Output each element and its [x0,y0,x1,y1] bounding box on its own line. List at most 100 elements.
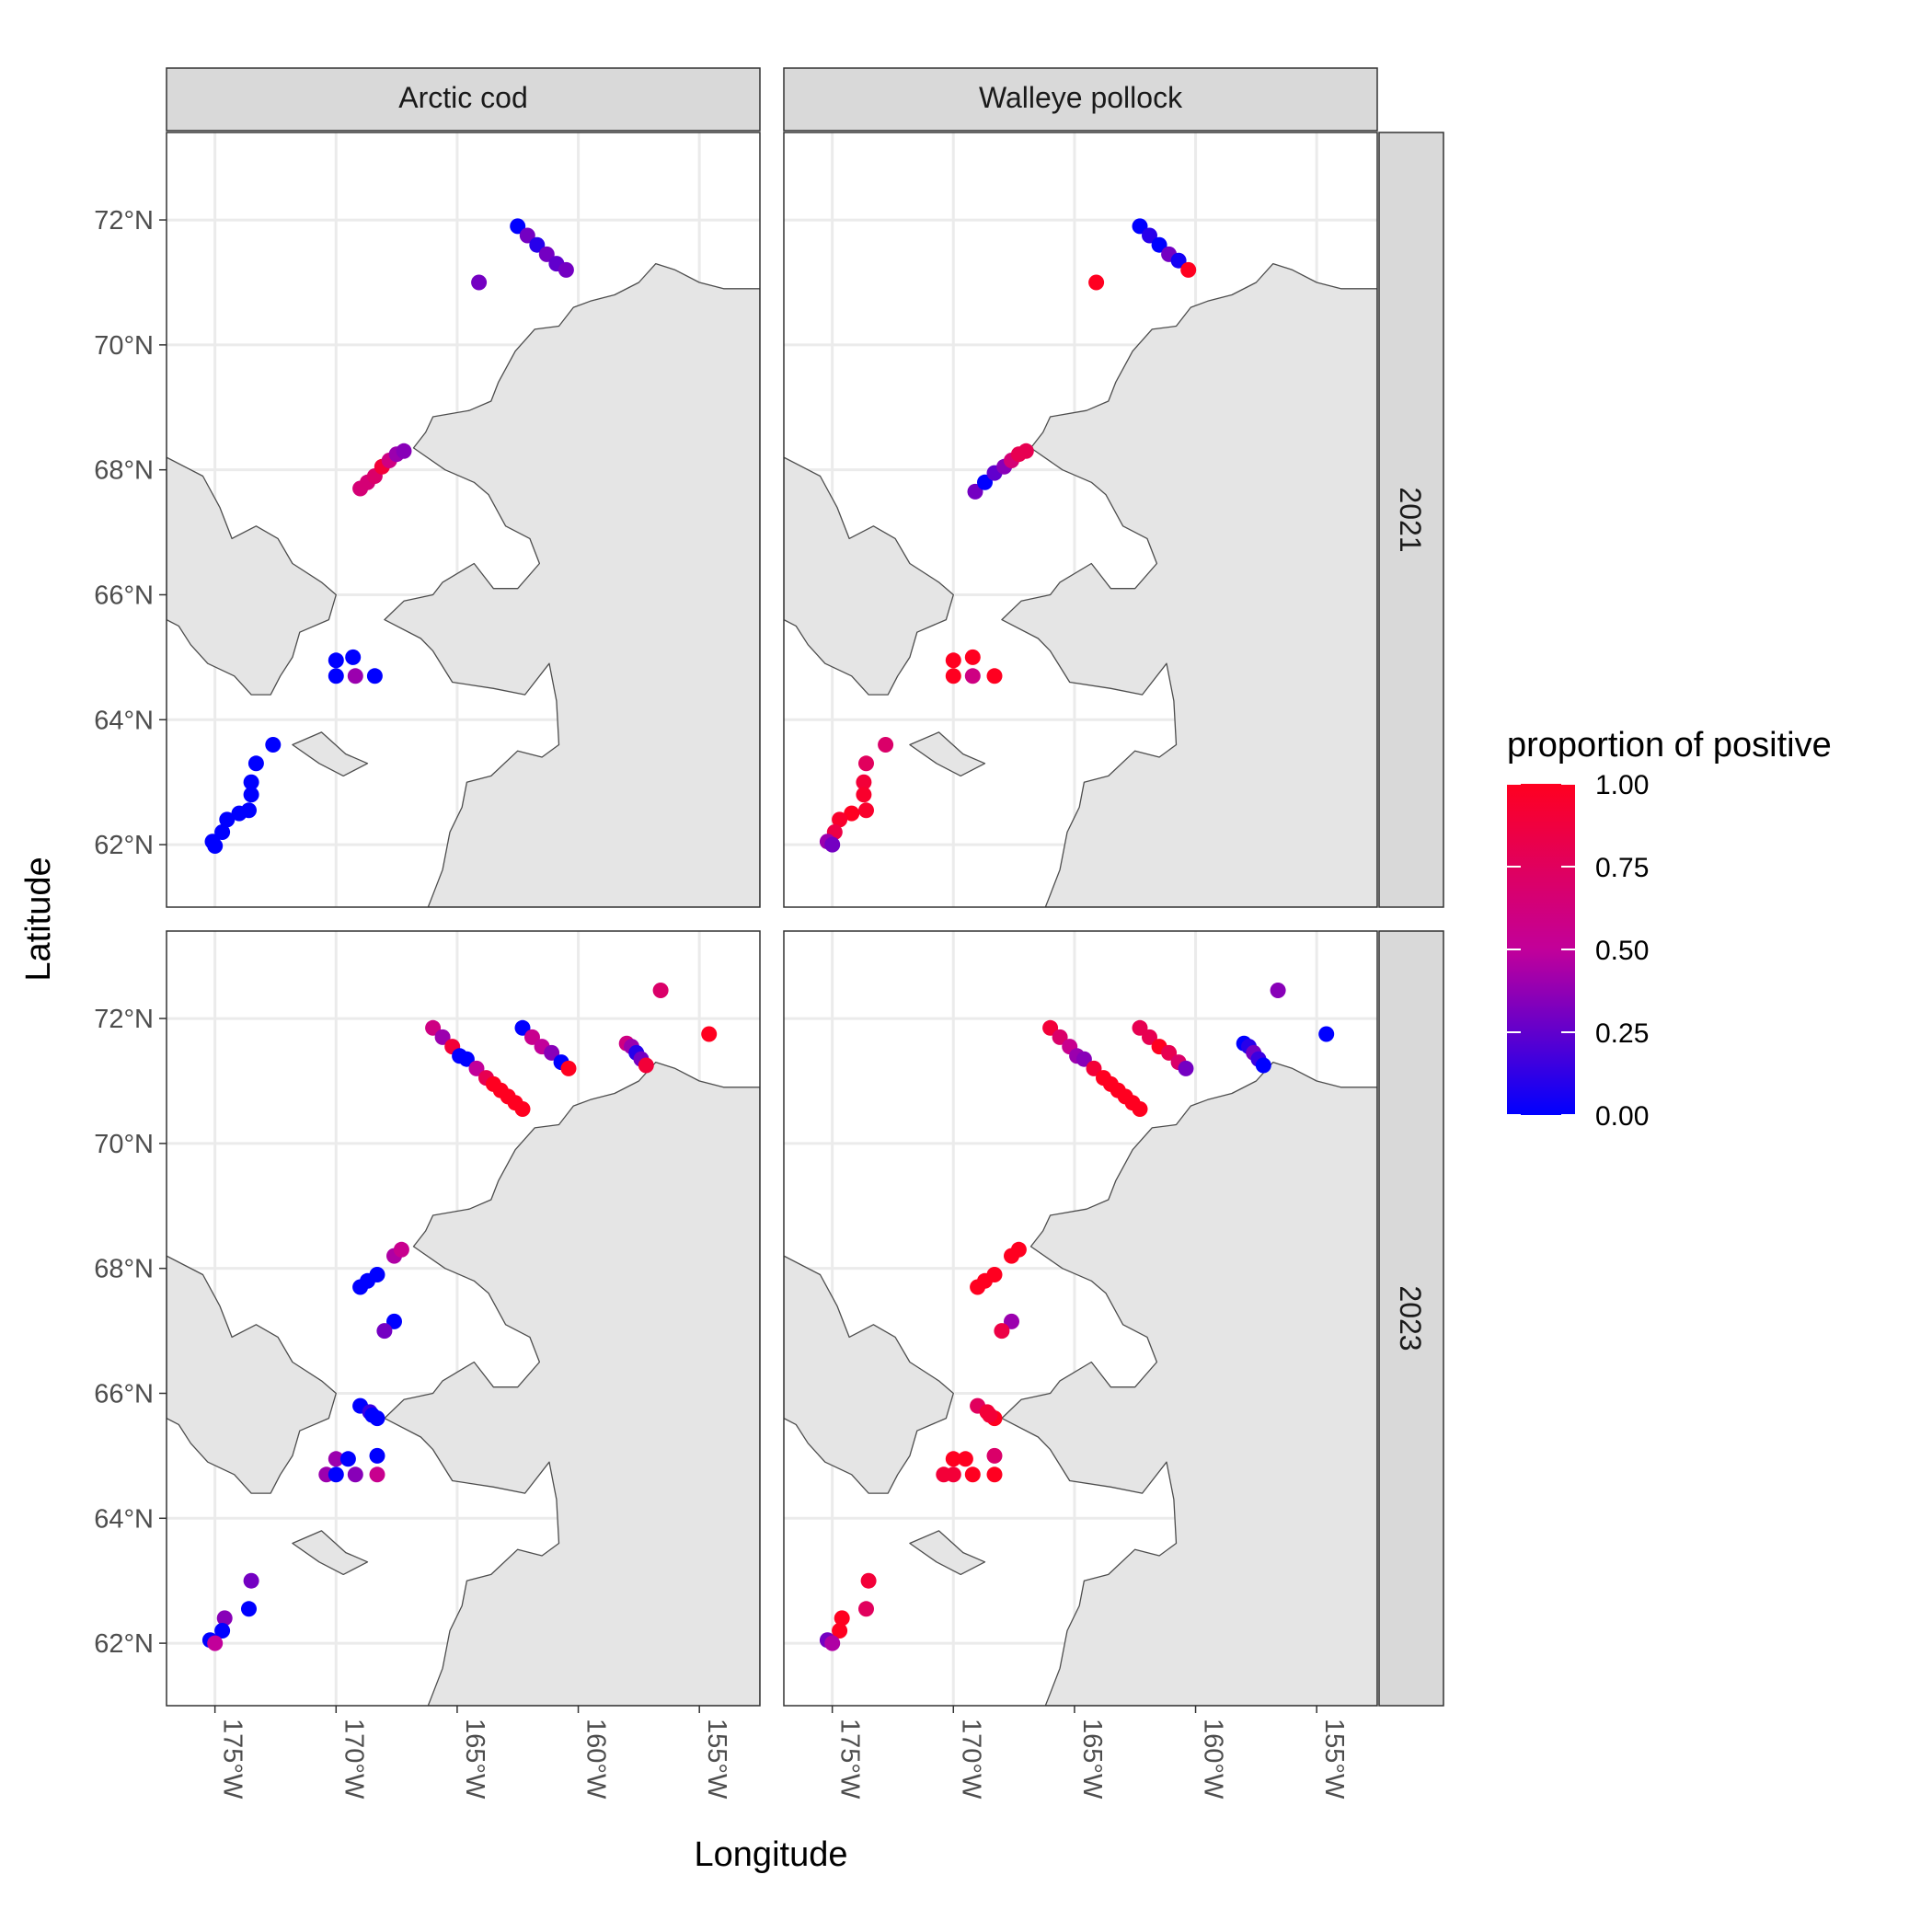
station-point [878,737,894,753]
panel-walleye-pollock-2023: 175°W 170°W 165°W 160°W 155°W [783,930,1378,1800]
station-point [1132,1019,1148,1036]
y-tick-label: 64°N [94,1504,154,1534]
chukotka-landmass [784,456,954,696]
station-point [1142,227,1157,244]
panel-border [166,930,761,1707]
station-point [243,787,259,803]
station-point [339,1451,356,1467]
strip-row-1: 2023 [1378,930,1444,1707]
station-point [1178,1060,1194,1076]
station-point [328,1466,344,1483]
station-point [468,1060,485,1076]
station-point [347,1466,363,1483]
strip-col-1: Walleye pollock [783,67,1378,132]
station-point [514,1019,531,1036]
y-tick-label: 70°N [94,331,154,361]
y-tick-label: 70°N [94,1130,154,1159]
station-point [519,227,535,244]
station-point [366,668,383,684]
panel-plot-area [784,132,1377,907]
strip-col-0: Arctic cod [166,67,761,132]
x-tick-label: 165°W [1077,1719,1107,1800]
station-point [1270,983,1286,998]
facet-label-arctic-cod: Arctic cod [398,81,527,114]
station-point [241,1601,257,1617]
station-point [364,1407,381,1423]
station-point [964,649,981,665]
station-point [834,1610,850,1627]
station-point [216,1610,233,1627]
station-point [1318,1026,1335,1042]
station-point [529,236,546,253]
station-point [214,824,231,840]
legend-tick-label: 0.75 [1595,853,1649,883]
alaska-landmass [384,1061,760,1706]
panel-border [166,132,761,908]
station-point [1010,1241,1027,1258]
facet-label-2021: 2021 [1394,487,1427,552]
station-point [514,1101,531,1117]
y-tick-label: 68°N [94,456,154,486]
station-point [1042,1019,1059,1036]
station-point [1086,1060,1102,1076]
x-tick-label: 175°W [218,1719,247,1800]
station-point [945,1466,961,1483]
station-point [247,755,264,772]
station-point [652,983,669,998]
y-tick-label: 62°N [94,831,154,860]
station-point [328,668,344,684]
station-point [214,1623,231,1639]
x-tick-label: 160°W [581,1719,611,1800]
station-point [844,805,860,822]
station-point [964,1466,981,1483]
station-point [860,1572,877,1589]
station-point [858,802,874,819]
station-point [1180,261,1197,278]
station-point [396,443,412,459]
station-point [1151,236,1167,253]
x-tick-label: 160°W [1199,1719,1228,1800]
station-point [957,1451,973,1467]
station-point [207,838,224,854]
station-point [967,483,983,500]
station-point [1088,274,1105,291]
station-point [386,1313,402,1329]
station-point [328,652,344,669]
panel-border [783,930,1378,1707]
station-point [538,246,555,262]
chukotka-landmass [784,1255,954,1494]
station-point [986,668,1003,684]
station-point [347,668,363,684]
panel-arctic-cod-2021: 62°N 64°N 66°N 68°N 70°N 72°N [94,132,761,908]
station-point [510,218,526,235]
station-point [1004,1313,1019,1329]
y-tick-label: 72°N [94,1005,154,1034]
legend: proportion of positive 0.00 0.25 0.50 0.75 1… [1507,726,1832,1132]
station-point [369,1466,385,1483]
station-point [977,474,993,490]
st-lawrence-island [292,731,369,777]
st-lawrence-island [909,1530,986,1576]
alaska-landmass [1001,262,1377,907]
panels: 62°N 64°N 66°N 68°N 70°N 72°N 62°N 64°N 66°N 68°N… [94,132,1378,1800]
chukotka-landmass [167,1255,337,1494]
station-point [1052,1029,1068,1045]
station-point [376,1323,393,1340]
station-point [1018,443,1034,459]
station-point [471,274,488,291]
x-tick-label: 170°W [339,1719,368,1800]
st-lawrence-island [292,1530,369,1576]
station-point [986,1447,1003,1464]
station-point [1132,218,1148,235]
station-point [1132,1101,1148,1117]
station-point [458,1051,475,1067]
x-tick-label: 175°W [835,1719,865,1800]
station-point [219,811,236,828]
legend-tick-label: 0.50 [1595,936,1649,966]
y-axis-label: Latitude [19,857,58,981]
alaska-landmass [1001,1061,1377,1706]
station-point [824,836,841,853]
panel-arctic-cod-2023: 62°N 64°N 66°N 68°N 70°N 72°N 175°W 170°W 165°W 1… [94,930,761,1800]
station-point [425,1019,442,1036]
station-point [544,1044,560,1061]
